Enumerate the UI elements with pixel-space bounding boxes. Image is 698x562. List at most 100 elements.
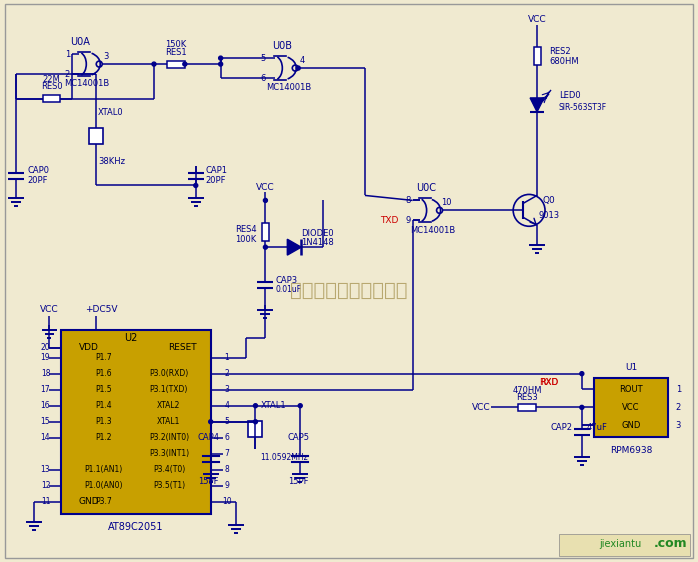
Bar — [262, 223, 269, 241]
Text: 47uF: 47uF — [587, 423, 608, 432]
Text: +DC5V: +DC5V — [85, 305, 117, 314]
Text: P1.4: P1.4 — [95, 401, 112, 410]
Text: 2: 2 — [224, 369, 229, 378]
Text: 15: 15 — [40, 417, 50, 426]
Text: CAP3: CAP3 — [276, 275, 297, 284]
Text: 4: 4 — [299, 56, 305, 65]
Text: 12: 12 — [40, 482, 50, 491]
Circle shape — [152, 62, 156, 66]
Text: 9: 9 — [224, 482, 229, 491]
Text: P3.3(INT1): P3.3(INT1) — [149, 449, 189, 458]
Text: VCC: VCC — [472, 403, 491, 412]
Text: jiexiantu: jiexiantu — [599, 539, 641, 549]
Text: 20PF: 20PF — [206, 176, 226, 185]
Text: P3.5(T1): P3.5(T1) — [153, 482, 185, 491]
Text: 17: 17 — [40, 385, 50, 394]
Text: CAP0: CAP0 — [28, 166, 50, 175]
Text: VCC: VCC — [256, 183, 275, 192]
Text: P1.5: P1.5 — [95, 385, 112, 394]
Text: 7: 7 — [224, 449, 229, 458]
Text: P1.6: P1.6 — [95, 369, 112, 378]
Circle shape — [298, 404, 302, 407]
Text: 11.0592MHz: 11.0592MHz — [260, 452, 309, 461]
Bar — [533, 47, 540, 65]
Bar — [559, 534, 690, 556]
Text: 2: 2 — [676, 403, 681, 412]
Text: 10: 10 — [222, 497, 232, 506]
Text: 10: 10 — [441, 198, 452, 207]
Bar — [167, 61, 185, 67]
Circle shape — [253, 420, 258, 424]
Text: RES2: RES2 — [549, 47, 571, 56]
Text: RESET: RESET — [168, 343, 197, 352]
Text: 22M: 22M — [43, 75, 60, 84]
Text: MC14001B: MC14001B — [266, 84, 311, 93]
Text: 3: 3 — [224, 385, 229, 394]
Bar — [89, 128, 103, 144]
Text: VCC: VCC — [623, 403, 640, 412]
Circle shape — [263, 245, 267, 249]
Text: 20PF: 20PF — [28, 176, 48, 185]
Circle shape — [263, 198, 267, 202]
Circle shape — [218, 56, 223, 60]
Text: RES1: RES1 — [165, 48, 186, 57]
Text: DIODE0: DIODE0 — [301, 229, 334, 238]
Text: VCC: VCC — [528, 15, 547, 24]
Text: P1.0(AN0): P1.0(AN0) — [84, 482, 122, 491]
Text: GND: GND — [621, 421, 641, 430]
Text: CAP1: CAP1 — [206, 166, 228, 175]
Text: 680HM: 680HM — [549, 57, 579, 66]
Text: 15PF: 15PF — [288, 477, 309, 486]
Text: U2: U2 — [124, 333, 138, 343]
Text: P1.1(AN1): P1.1(AN1) — [84, 465, 122, 474]
Text: XTAL1: XTAL1 — [157, 417, 181, 426]
Text: 150K: 150K — [165, 40, 186, 49]
Text: CAP2: CAP2 — [551, 423, 573, 432]
Text: 9013: 9013 — [538, 211, 560, 220]
Text: 14: 14 — [40, 433, 50, 442]
Text: P1.7: P1.7 — [95, 353, 112, 362]
Text: VCC: VCC — [40, 305, 59, 314]
Text: 13: 13 — [40, 465, 50, 474]
Circle shape — [580, 405, 584, 409]
Text: 6: 6 — [261, 74, 266, 83]
Text: U0A: U0A — [70, 37, 90, 47]
Bar — [594, 378, 669, 437]
Text: GND: GND — [79, 497, 100, 506]
Text: CAP5: CAP5 — [288, 433, 309, 442]
Text: RES4: RES4 — [235, 225, 256, 234]
Text: 3: 3 — [103, 52, 109, 61]
Text: MC14001B: MC14001B — [64, 79, 109, 88]
Text: XTAL0: XTAL0 — [98, 108, 124, 117]
Text: XTAL1: XTAL1 — [260, 401, 286, 410]
Text: 3: 3 — [676, 421, 681, 430]
Text: 20: 20 — [40, 343, 50, 352]
Text: P3.1(TXD): P3.1(TXD) — [149, 385, 188, 394]
Text: 19: 19 — [40, 353, 50, 362]
Text: TXD: TXD — [380, 216, 399, 225]
Text: 8: 8 — [224, 465, 229, 474]
Text: 100K: 100K — [235, 235, 256, 244]
Text: U1: U1 — [625, 363, 637, 372]
Text: 2: 2 — [65, 70, 70, 79]
Text: MC14001B: MC14001B — [410, 226, 455, 235]
Text: U0B: U0B — [272, 41, 292, 51]
Bar — [248, 422, 262, 437]
Text: ROUT: ROUT — [619, 385, 643, 394]
Text: 9: 9 — [405, 216, 410, 225]
Circle shape — [209, 420, 213, 424]
Text: 1: 1 — [676, 385, 681, 394]
Text: 杭州烙睽科技有限公司: 杭州烙睽科技有限公司 — [290, 280, 408, 300]
Text: .com: .com — [653, 537, 687, 550]
Text: P3.4(T0): P3.4(T0) — [153, 465, 185, 474]
Bar — [43, 96, 61, 102]
Text: U0C: U0C — [417, 183, 437, 193]
Text: 5: 5 — [224, 417, 229, 426]
Polygon shape — [288, 239, 302, 255]
Text: Q0: Q0 — [542, 196, 556, 205]
Text: 4: 4 — [224, 401, 229, 410]
Text: 8: 8 — [405, 196, 410, 205]
Text: RES0: RES0 — [40, 83, 62, 92]
Text: 1: 1 — [224, 353, 229, 362]
Text: 5: 5 — [261, 53, 266, 62]
